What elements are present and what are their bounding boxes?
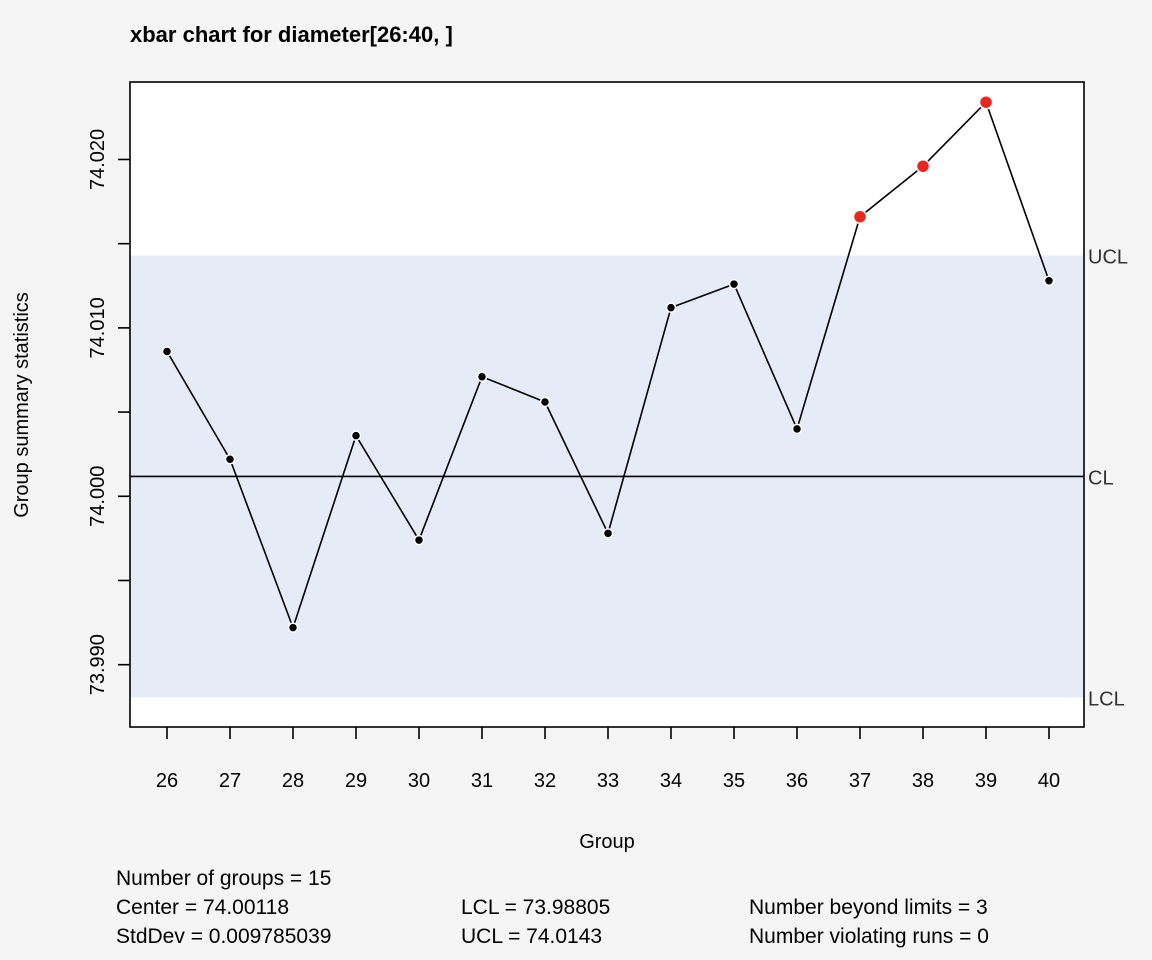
x-tick-label: 39	[975, 770, 997, 792]
series-layer	[161, 94, 1055, 633]
series-segment	[481, 375, 546, 403]
x-tick-label: 28	[282, 770, 304, 792]
series-segment	[544, 401, 609, 534]
x-tick-label: 36	[786, 770, 808, 792]
data-point	[413, 534, 425, 546]
data-point	[539, 396, 551, 408]
y-tick-label: 73.990	[87, 634, 109, 695]
groups-count-text: Number of groups = 15	[116, 867, 332, 890]
cl-label: CL	[1088, 467, 1114, 489]
series-segment	[922, 101, 987, 167]
x-tick-label: 34	[660, 770, 682, 792]
center-text: Center = 74.00118	[116, 896, 289, 919]
x-tick-label: 32	[534, 770, 556, 792]
violating-runs-text: Number violating runs = 0	[749, 925, 989, 948]
series-segment	[229, 458, 294, 628]
series-segment	[859, 165, 924, 218]
y-tick-label: 74.000	[87, 466, 109, 527]
series-segment	[985, 101, 1050, 281]
data-point	[728, 278, 740, 290]
plot-frame	[129, 81, 1085, 728]
x-tick-label: 40	[1038, 770, 1060, 792]
x-tick-label: 31	[471, 770, 493, 792]
stddev-text: StdDev = 0.009785039	[116, 925, 332, 948]
beyond-limits-text: Number beyond limits = 3	[749, 896, 988, 919]
data-point	[224, 453, 236, 465]
series-segment	[418, 376, 483, 541]
y-tick-label: 74.020	[87, 129, 109, 190]
data-point	[791, 423, 803, 435]
lcl-text: LCL = 73.98805	[461, 896, 611, 919]
x-tick-label: 30	[408, 770, 430, 792]
data-point	[602, 528, 614, 539]
stats-col-3: Number beyond limits = 3 Number violatin…	[749, 893, 989, 951]
stats-col-1: Number of groups = 15 Center = 74.00118 …	[116, 864, 331, 951]
violation-point	[978, 94, 994, 110]
x-axis-label: Group	[579, 831, 635, 853]
y-tick-label: 74.010	[87, 297, 109, 358]
data-point	[287, 622, 299, 633]
series-segment	[292, 435, 357, 628]
y-axis: 73.990 74.000 74.010 74.020	[87, 129, 130, 695]
lcl-label: LCL	[1088, 689, 1125, 711]
ucl-text: UCL = 74.0143	[461, 925, 603, 948]
x-tick-label: 26	[156, 770, 178, 792]
data-point	[665, 302, 677, 313]
x-tick-label: 38	[912, 770, 934, 792]
series-segment	[166, 351, 231, 460]
data-point	[1043, 275, 1055, 286]
stats-col-2: LCL = 73.98805 UCL = 74.0143	[461, 893, 610, 951]
ucl-label: UCL	[1088, 246, 1128, 268]
data-point	[476, 371, 488, 382]
series-segment	[796, 216, 861, 430]
x-tick-label: 29	[345, 770, 367, 792]
x-tick-label: 27	[219, 770, 241, 792]
series-segment	[733, 283, 798, 430]
chart-title: xbar chart for diameter[26:40, ]	[130, 22, 453, 47]
series-segment	[355, 435, 420, 541]
series-segment	[670, 283, 735, 309]
x-tick-label: 37	[849, 770, 871, 792]
x-tick-label: 33	[597, 770, 619, 792]
violation-point	[915, 158, 931, 174]
violation-point	[852, 209, 868, 224]
series-segment	[607, 307, 672, 534]
x-tick-label: 35	[723, 770, 745, 792]
x-axis: 26 27 28 29 30 31 32 33 34 35 36 37 38 39 40	[156, 727, 1060, 792]
data-point	[161, 346, 173, 357]
y-axis-label: Group summary statistics	[11, 292, 33, 518]
data-point	[350, 430, 362, 441]
